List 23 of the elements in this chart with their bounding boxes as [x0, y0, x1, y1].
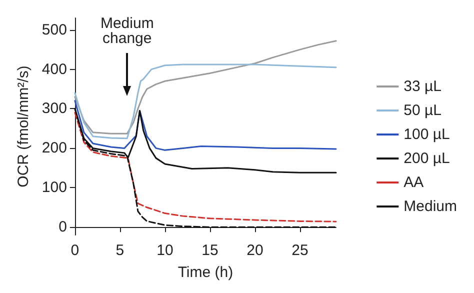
x-axis-title: Time (h) [178, 264, 234, 281]
x-tick-label: 15 [202, 242, 218, 259]
x-tick-label: 20 [246, 242, 264, 259]
y-axis-title: OCR (fmol/mm²/s) [15, 66, 32, 188]
line-series [74, 64, 337, 140]
x-tick-label: 0 [70, 242, 80, 259]
legend-label: 33 µL [404, 78, 442, 95]
y-tick-label: 300 [42, 100, 67, 118]
x-tick-label: 25 [292, 242, 308, 259]
legend-label: 200 µL [404, 150, 450, 167]
x-tick-label: 5 [116, 242, 124, 259]
y-tick-label: 500 [42, 21, 67, 38]
line-series [74, 100, 337, 151]
legend-label: AA [404, 174, 424, 191]
legend-label: Medium [404, 198, 458, 215]
y-tick-label: 400 [42, 60, 67, 78]
legend-label: 100 µL [404, 126, 450, 143]
y-tick-label: 200 [42, 140, 67, 157]
x-tick-label: 10 [156, 242, 174, 259]
legend-label: 50 µL [404, 102, 442, 119]
y-tick-label: 0 [58, 218, 67, 236]
y-tick-label: 100 [42, 179, 67, 196]
annotation: Medium change [100, 15, 154, 47]
